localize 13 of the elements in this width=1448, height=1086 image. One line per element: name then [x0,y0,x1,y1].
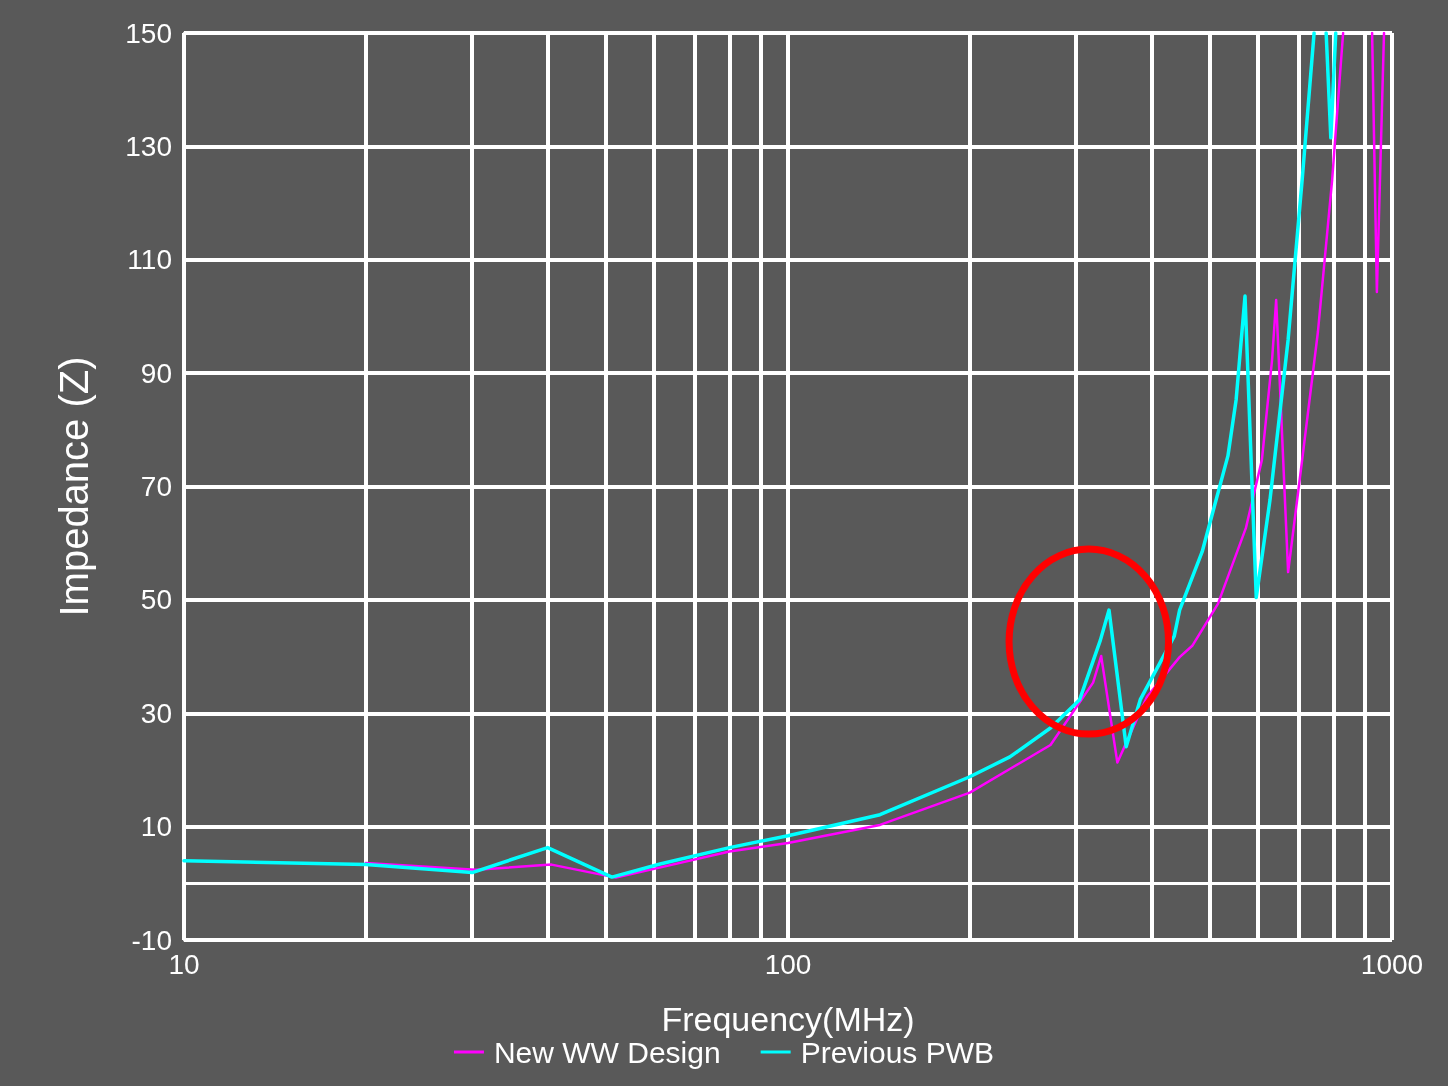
x-tick-label: 100 [764,948,812,980]
y-tick-label: 90 [140,357,172,389]
y-tick-label: 10 [140,811,172,843]
legend-label: New WW Design [493,1035,721,1069]
y-tick-label: 110 [127,244,172,276]
y-tick-label: 70 [140,471,172,502]
y-tick-label: 50 [140,584,172,616]
x-axis-title: Frequency(MHz) [661,1000,915,1038]
x-tick-label: 1000 [1360,948,1424,980]
y-tick-label: 130 [125,130,172,162]
y-tick-label: 30 [140,697,172,729]
y-axis-title: Impedance (Z) [52,356,96,617]
y-tick-label: 150 [125,17,172,49]
